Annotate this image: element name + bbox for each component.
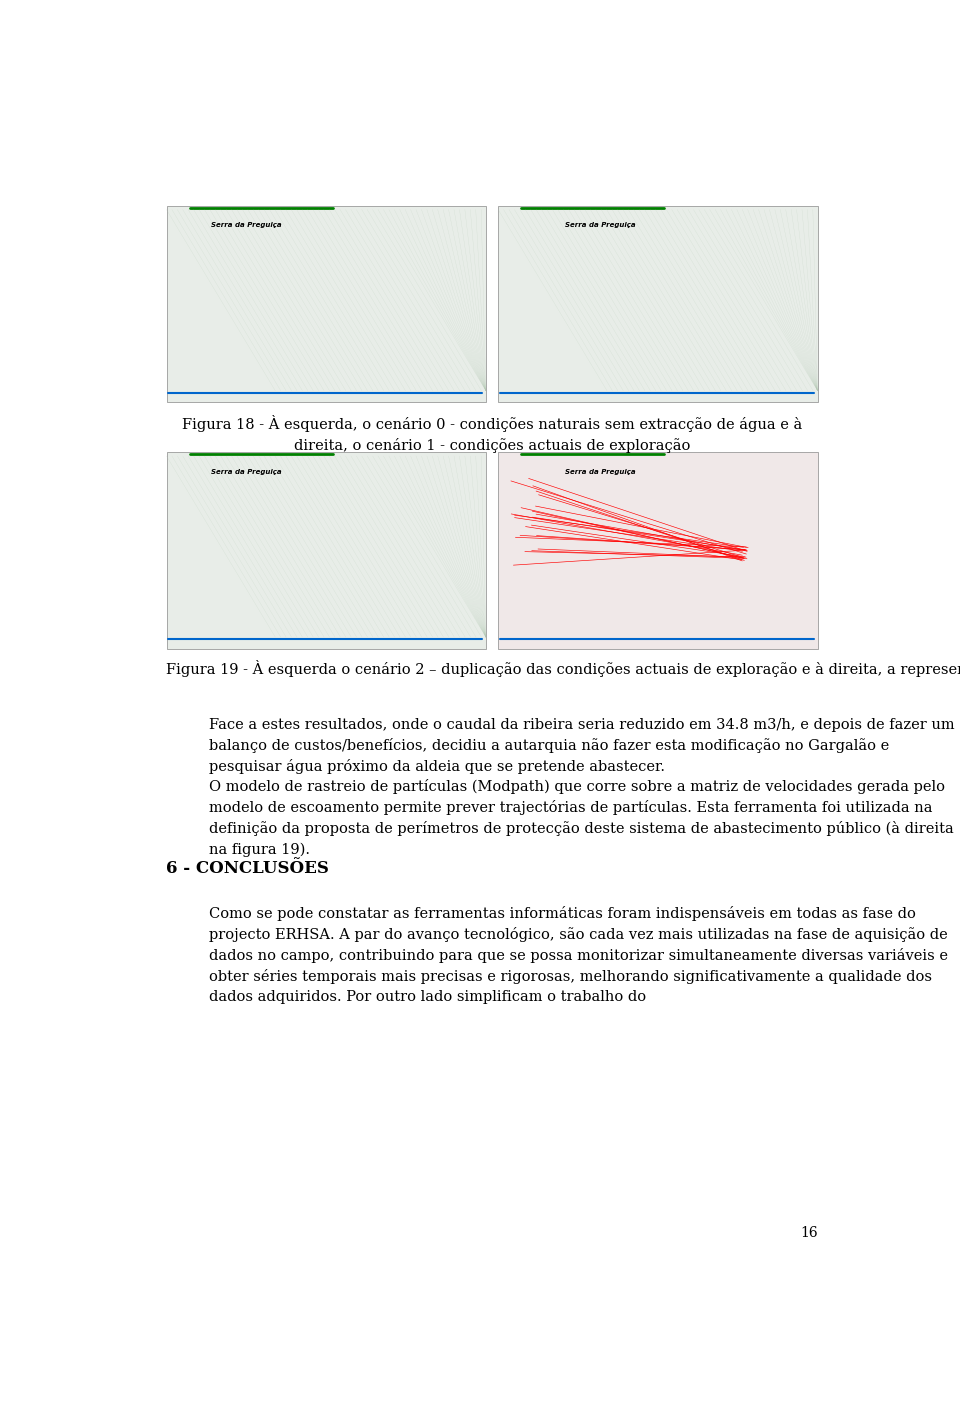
Text: Como se pode constatar as ferramentas informáticas foram indispensáveis em todas: Como se pode constatar as ferramentas in… — [209, 907, 948, 1004]
Text: 16: 16 — [800, 1226, 818, 1239]
Text: Face a estes resultados, onde o caudal da ribeira seria reduzido em 34.8 m3/h, e: Face a estes resultados, onde o caudal d… — [209, 717, 955, 774]
Text: Figura 18 - À esquerda, o cenário 0 - condições naturais sem extracção de água e: Figura 18 - À esquerda, o cenário 0 - co… — [181, 415, 803, 453]
Text: Serra da Preguiça: Serra da Preguiça — [211, 222, 281, 228]
FancyBboxPatch shape — [166, 205, 486, 402]
Text: O modelo de rastreio de partículas (Modpath) que corre sobre a matriz de velocid: O modelo de rastreio de partículas (Modp… — [209, 780, 954, 857]
FancyBboxPatch shape — [498, 205, 818, 402]
Text: Serra da Preguiça: Serra da Preguiça — [565, 222, 636, 228]
Text: Serra da Preguiça: Serra da Preguiça — [211, 469, 281, 475]
FancyBboxPatch shape — [498, 452, 818, 649]
FancyBboxPatch shape — [166, 452, 486, 649]
Text: Figura 19 - À esquerda o cenário 2 – duplicação das condições actuais de explora: Figura 19 - À esquerda o cenário 2 – dup… — [166, 660, 960, 677]
Text: Serra da Preguiça: Serra da Preguiça — [565, 469, 636, 475]
Text: 6 - CONCLUSÕES: 6 - CONCLUSÕES — [166, 860, 329, 877]
